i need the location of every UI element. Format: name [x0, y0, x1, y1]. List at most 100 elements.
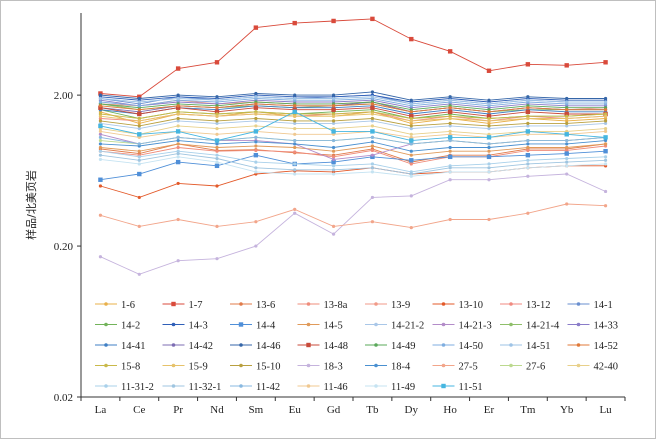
- data-point: [176, 124, 180, 128]
- legend-swatch-marker: [576, 302, 581, 306]
- legend-swatch-marker: [509, 322, 513, 327]
- legend-item: 14-4: [230, 321, 276, 332]
- data-point: [137, 195, 141, 200]
- data-point: [370, 124, 375, 128]
- legend-swatch-marker: [576, 322, 581, 327]
- data-point: [331, 172, 336, 176]
- data-point: [448, 106, 452, 110]
- data-point: [293, 96, 297, 101]
- series-line: [100, 165, 606, 198]
- data-point: [526, 145, 530, 150]
- legend-label: 14-46: [256, 341, 281, 352]
- data-point: [487, 217, 491, 222]
- data-point: [254, 244, 258, 248]
- data-point: [331, 164, 336, 168]
- data-point: [565, 108, 569, 112]
- data-point: [448, 138, 452, 143]
- legend-label: 14-41: [121, 341, 146, 352]
- series-14-52: [98, 102, 608, 114]
- series-11-51: [98, 109, 608, 143]
- data-point: [214, 163, 220, 169]
- data-point: [176, 104, 180, 108]
- data-point: [409, 36, 414, 42]
- series-line: [100, 143, 606, 163]
- data-point: [176, 112, 180, 116]
- data-point: [331, 96, 336, 101]
- data-point: [370, 154, 375, 160]
- legend-label: 14-33: [594, 321, 619, 332]
- series-15-9: [98, 112, 608, 123]
- data-point: [448, 121, 452, 125]
- data-point: [331, 114, 336, 118]
- data-point: [137, 158, 141, 162]
- legend-label: 27-6: [526, 362, 545, 373]
- legend-label: 13-12: [526, 300, 551, 311]
- data-point: [448, 95, 452, 99]
- legend-label: 13-6: [256, 300, 275, 311]
- data-point: [331, 232, 336, 236]
- legend-swatch-marker: [239, 302, 243, 306]
- data-point: [565, 96, 569, 101]
- data-point: [603, 127, 608, 131]
- data-point: [98, 149, 103, 153]
- data-point: [447, 109, 453, 115]
- data-point: [175, 66, 181, 71]
- legend-label: 27-5: [459, 362, 478, 373]
- data-point: [486, 114, 492, 119]
- data-point: [526, 211, 530, 215]
- data-point: [137, 224, 141, 228]
- data-point: [565, 138, 569, 143]
- legend-label: 18-4: [391, 362, 411, 373]
- data-point: [487, 110, 491, 114]
- legend-label: 14-49: [391, 341, 416, 352]
- legend-item: 15-8: [95, 362, 140, 373]
- legend-item: 14-21-2: [365, 321, 424, 332]
- data-point: [409, 114, 414, 119]
- data-point: [487, 116, 491, 121]
- data-point: [292, 109, 297, 115]
- series-line: [100, 120, 606, 130]
- data-point: [137, 171, 142, 177]
- legend-item: 11-49: [365, 382, 415, 393]
- data-point: [293, 162, 297, 166]
- data-point: [215, 156, 219, 161]
- data-point: [98, 100, 103, 104]
- legend-swatch-marker: [374, 322, 378, 327]
- legend-item: 14-21-4: [500, 321, 560, 332]
- series-line: [100, 136, 606, 145]
- legend-swatch-marker: [171, 322, 176, 327]
- data-point: [526, 116, 530, 121]
- data-point: [293, 211, 297, 215]
- data-point: [98, 132, 103, 136]
- data-point: [137, 132, 142, 137]
- legend-item: 14-41: [95, 341, 146, 352]
- data-point: [175, 129, 181, 134]
- data-point: [370, 112, 375, 116]
- data-point: [448, 166, 452, 170]
- legend-swatch-marker: [306, 342, 311, 348]
- legend-swatch-marker: [104, 302, 108, 306]
- data-point: [331, 157, 336, 162]
- series-line: [100, 153, 606, 175]
- data-point: [370, 135, 375, 139]
- series-line: [100, 118, 606, 127]
- data-point: [448, 116, 452, 121]
- series-line: [100, 143, 606, 156]
- data-point: [565, 172, 569, 176]
- data-point: [603, 60, 608, 65]
- x-tick-label: Nd: [210, 404, 224, 416]
- data-point: [603, 135, 608, 140]
- data-point: [603, 149, 608, 154]
- legend-label: 1-7: [189, 300, 203, 311]
- legend-swatch-marker: [171, 301, 176, 307]
- data-point: [254, 166, 258, 170]
- data-point: [137, 119, 141, 123]
- legend-item: 14-33: [567, 321, 619, 332]
- legend-item: 14-51: [500, 341, 551, 352]
- data-point: [565, 124, 569, 128]
- x-tick-label: Lu: [599, 404, 612, 416]
- data-point: [409, 116, 413, 121]
- series-27-5: [98, 202, 608, 230]
- legend-item: 27-5: [432, 362, 478, 373]
- data-point: [331, 168, 336, 172]
